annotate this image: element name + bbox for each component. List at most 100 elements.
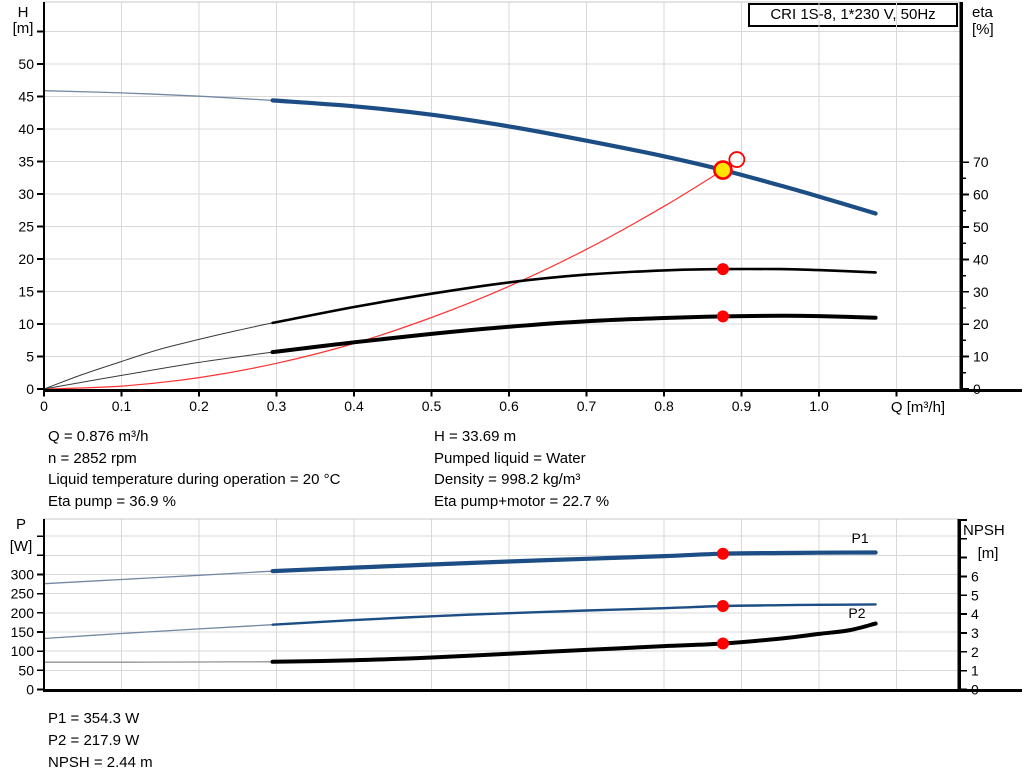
system-curve <box>43 169 724 390</box>
pump-title-box: CRI 1S-8, 1*230 V, 50Hz <box>748 3 958 27</box>
eta-pump-point <box>716 263 729 276</box>
right-axis-tick-label: 70 <box>973 154 989 170</box>
markers: P1 P2 <box>716 530 869 650</box>
left-axis-tick-label: 150 <box>11 624 35 640</box>
operating-data-right: H = 33.69 m Pumped liquid = Water Densit… <box>434 426 609 512</box>
info-liquid: Pumped liquid = Water <box>434 449 586 467</box>
x-axis-tick-label: 1.0 <box>809 398 829 414</box>
q-axis-title: Q [m³/h] <box>890 399 946 416</box>
right-axis-tick-label: 0 <box>971 682 979 698</box>
x-axis-tick-label: 0.4 <box>344 398 364 414</box>
left-axis-tick-label: 30 <box>18 186 34 202</box>
left-axis-tick-label: 0 <box>26 682 34 698</box>
p-axis-unit: [W] <box>9 538 33 555</box>
right-axis-tick-label: 0 <box>973 381 981 397</box>
npsh-axis-title: NPSH <box>963 522 1005 539</box>
head-curve-extension <box>43 90 274 102</box>
left-axis-tick-label: 15 <box>18 284 34 300</box>
eta-pump-motor-point <box>716 310 729 323</box>
axis-tick-labels: 0 5 10 15 20 25 30 35 40 45 50 0 10 20 30 40 50 60 70 0 0.1 0… <box>18 56 988 414</box>
p-axis-title: P <box>15 516 26 533</box>
h-q-chart: 0 5 10 15 20 25 30 35 40 45 50 0 10 20 30 40 50 60 70 0 0.1 0… <box>18 1 1022 414</box>
left-axis-tick-label: 200 <box>11 605 35 621</box>
right-axis-tick-label: 4 <box>971 606 979 622</box>
right-axis-tick-label: 1 <box>971 663 979 679</box>
info-eta-pump: Eta pump = 36.9 % <box>48 492 176 510</box>
info-temperature: Liquid temperature during operation = 20… <box>48 471 341 488</box>
grid <box>44 1 961 389</box>
x-axis-tick-label: 0.9 <box>732 398 752 414</box>
left-axis-tick-label: 10 <box>18 316 34 332</box>
p2-curve-extension <box>43 624 274 640</box>
x-axis-tick-label: 0.3 <box>267 398 287 414</box>
power-data: P1 = 354.3 W P2 = 217.9 W NPSH = 2.44 m <box>48 708 153 774</box>
eta-axis-unit: [%] <box>972 21 994 38</box>
left-axis-tick-label: 35 <box>18 154 34 170</box>
duty-point <box>713 160 733 180</box>
right-axis-tick-label: 2 <box>971 644 979 660</box>
left-axis-tick-label: 50 <box>18 56 34 72</box>
h-axis-title: H <box>17 4 29 21</box>
p2-point <box>716 599 729 612</box>
left-axis-tick-label: 250 <box>11 586 35 602</box>
info-density: Density = 998.2 kg/m³ <box>434 471 581 488</box>
right-axis-tick-label: 6 <box>971 568 979 584</box>
eta-pump-motor-extension <box>43 351 274 390</box>
npsh-axis-unit: [m] <box>977 545 999 562</box>
markers <box>713 151 746 323</box>
left-axis-tick-label: 300 <box>11 567 35 583</box>
left-axis-tick-label: 45 <box>18 89 34 105</box>
npsh-curve <box>270 621 878 664</box>
x-axis-tick-label: 0.6 <box>499 398 519 414</box>
right-axis-tick-label: 20 <box>973 316 989 332</box>
x-axis-tick-label: 0.2 <box>189 398 209 414</box>
axes <box>37 518 1022 692</box>
left-axis-tick-label: 25 <box>18 219 34 235</box>
info-eta-pump-motor: Eta pump+motor = 22.7 % <box>434 492 610 510</box>
axis-tick-labels: 0 50 100 150 200 250 300 0 1 2 3 4 5 6 <box>11 567 979 698</box>
eta-axis-title: eta <box>972 4 993 21</box>
head-curve <box>270 98 878 216</box>
h-axis-unit: [m] <box>12 20 34 37</box>
p1-point <box>716 547 729 560</box>
curves <box>43 550 878 664</box>
grid <box>44 518 959 690</box>
left-axis-tick-label: 0 <box>26 381 34 397</box>
x-axis-tick-label: 0.5 <box>422 398 442 414</box>
left-axis-tick-label: 100 <box>11 643 35 659</box>
x-axis-tick-label: 0.8 <box>654 398 674 414</box>
operating-data-left: Q = 0.876 m³/h n = 2852 rpm Liquid tempe… <box>48 426 340 512</box>
x-axis-tick-label: 0.1 <box>112 398 132 414</box>
info-head: H = 33.69 m <box>434 428 517 445</box>
eta-pump-motor-curve <box>270 313 878 355</box>
right-axis-tick-label: 40 <box>973 251 989 267</box>
right-axis-tick-label: 10 <box>973 349 989 365</box>
power-npsh-chart: 0 50 100 150 200 250 300 0 1 2 3 4 5 6 P1 P2 <box>11 518 1022 698</box>
right-axis-tick-label: 30 <box>973 284 989 300</box>
p1-curve <box>270 550 878 574</box>
info-speed: n = 2852 rpm <box>48 449 137 467</box>
right-axis-tick-label: 50 <box>973 219 989 235</box>
p1-curve-extension <box>43 570 274 585</box>
right-axis-tick-label: 60 <box>973 187 989 203</box>
footer-p2: P2 = 217.9 W <box>48 732 140 749</box>
right-axis-tick-label: 5 <box>971 587 979 603</box>
right-axis-tick-label: 3 <box>971 625 979 641</box>
requested-duty-point <box>728 151 746 168</box>
x-axis-tick-label: 0.7 <box>577 398 597 414</box>
footer-npsh: NPSH = 2.44 m <box>48 754 153 771</box>
npsh-point <box>716 637 729 650</box>
axes <box>37 2 1022 397</box>
left-axis-tick-label: 50 <box>18 662 34 678</box>
p2-curve <box>271 603 877 626</box>
eta-pump-extension <box>43 322 274 390</box>
eta-pump-curve <box>271 267 877 325</box>
left-axis-tick-label: 40 <box>18 121 34 137</box>
left-axis-tick-label: 20 <box>18 251 34 267</box>
info-flow: Q = 0.876 m³/h <box>48 428 149 445</box>
x-axis-tick-label: 0 <box>40 398 48 414</box>
left-axis-tick-label: 5 <box>26 349 34 365</box>
p1-curve-label: P1 <box>852 530 869 546</box>
footer-p1: P1 = 354.3 W <box>48 710 140 727</box>
p2-curve-label: P2 <box>848 605 865 621</box>
